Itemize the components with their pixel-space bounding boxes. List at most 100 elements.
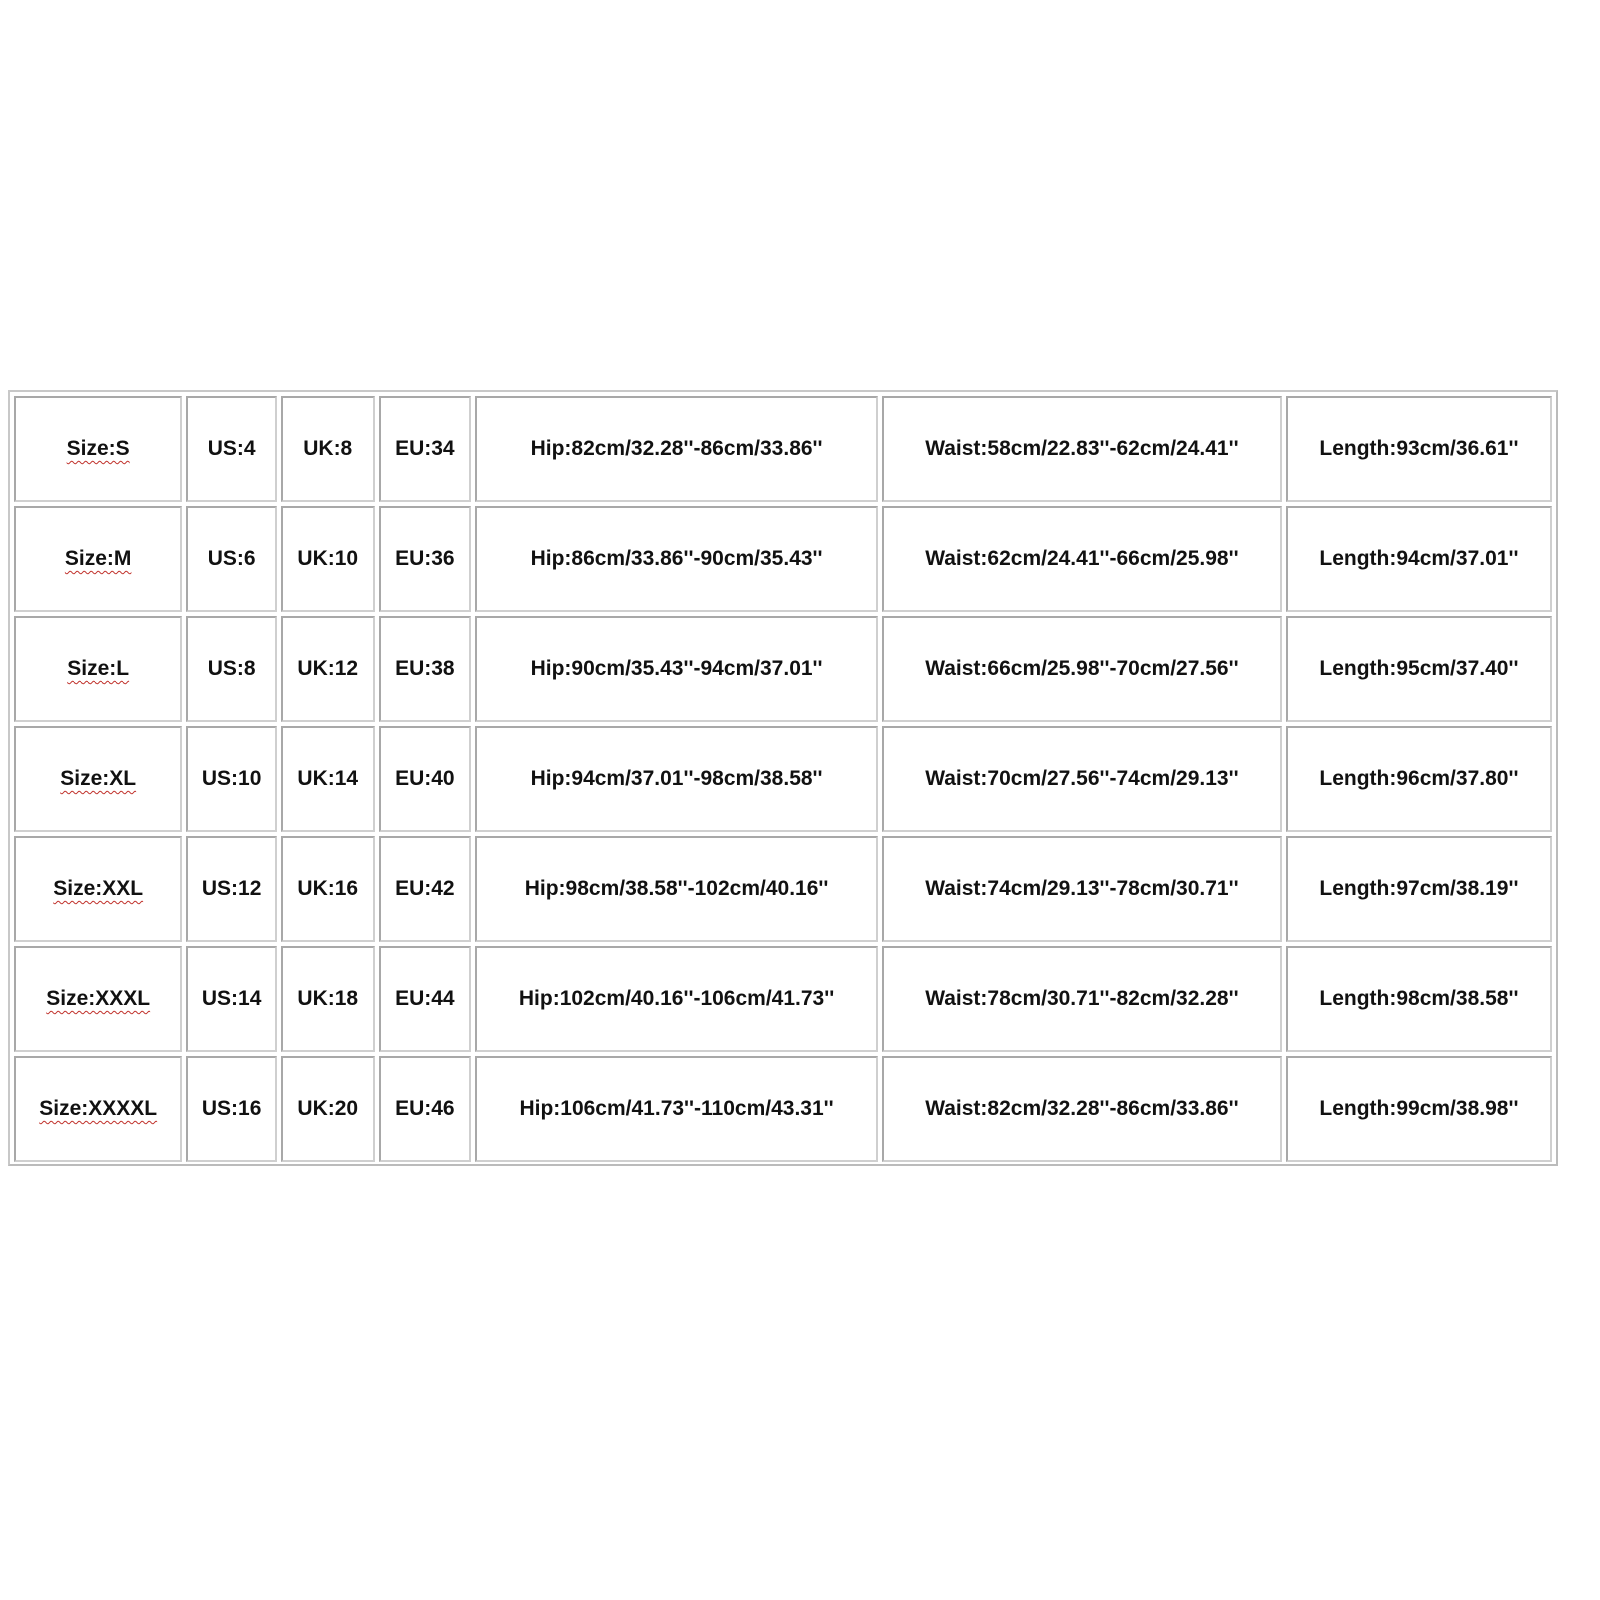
waist-value: Waist:70cm/27.56''-74cm/29.13'' xyxy=(925,767,1239,790)
eu-size-cell: EU:46 xyxy=(378,1056,472,1162)
table-row: Size:XXXL US:14 UK:18 EU:44 Hip:102cm/40.16'… xyxy=(14,946,1552,1052)
us-size-value: US:6 xyxy=(207,547,256,570)
size-cell: Size:XXL xyxy=(14,836,183,942)
length-value: Length:93cm/36.61'' xyxy=(1319,437,1519,460)
size-value: Size:XL xyxy=(60,767,137,790)
us-size-cell: US:4 xyxy=(186,396,277,502)
waist-cell: Waist:58cm/22.83''-62cm/24.41'' xyxy=(881,396,1282,502)
uk-size-value: UK:18 xyxy=(297,987,359,1010)
length-value: Length:98cm/38.58'' xyxy=(1319,987,1519,1010)
hip-cell: Hip:90cm/35.43''-94cm/37.01'' xyxy=(475,616,878,722)
waist-cell: Waist:70cm/27.56''-74cm/29.13'' xyxy=(881,726,1282,832)
eu-size-value: EU:46 xyxy=(395,1097,455,1120)
size-cell: Size:S xyxy=(14,396,183,502)
us-size-cell: US:10 xyxy=(186,726,277,832)
eu-size-cell: EU:42 xyxy=(378,836,472,942)
length-value: Length:99cm/38.98'' xyxy=(1319,1097,1519,1120)
size-value: Size:XXL xyxy=(53,877,144,900)
eu-size-cell: EU:36 xyxy=(378,506,472,612)
us-size-cell: US:16 xyxy=(186,1056,277,1162)
length-cell: Length:96cm/37.80'' xyxy=(1285,726,1552,832)
hip-cell: Hip:102cm/40.16''-106cm/41.73'' xyxy=(475,946,878,1052)
waist-value: Waist:78cm/30.71''-82cm/32.28'' xyxy=(925,987,1239,1010)
size-value: Size:M xyxy=(64,547,132,570)
uk-size-cell: UK:20 xyxy=(280,1056,375,1162)
us-size-cell: US:14 xyxy=(186,946,277,1052)
table-row: Size:L US:8 UK:12 EU:38 Hip:90cm/35.43''-94c… xyxy=(14,616,1552,722)
eu-size-value: EU:34 xyxy=(395,437,455,460)
hip-value: Hip:82cm/32.28''-86cm/33.86'' xyxy=(530,437,823,460)
waist-cell: Waist:62cm/24.41''-66cm/25.98'' xyxy=(881,506,1282,612)
us-size-value: US:4 xyxy=(207,437,256,460)
us-size-value: US:8 xyxy=(207,657,256,680)
size-table: Size:S US:4 UK:8 EU:34 Hip:82cm/32.28''-86cm… xyxy=(10,392,1556,1166)
eu-size-cell: EU:44 xyxy=(378,946,472,1052)
length-cell: Length:98cm/38.58'' xyxy=(1285,946,1552,1052)
table-row: Size:XXXXL US:16 UK:20 EU:46 Hip:106cm/41.73… xyxy=(14,1056,1552,1162)
size-value: Size:L xyxy=(67,657,130,680)
us-size-value: US:14 xyxy=(201,987,262,1010)
waist-cell: Waist:66cm/25.98''-70cm/27.56'' xyxy=(881,616,1282,722)
uk-size-cell: UK:14 xyxy=(280,726,375,832)
size-cell: Size:XL xyxy=(14,726,183,832)
size-chart: Size:S US:4 UK:8 EU:34 Hip:82cm/32.28''-86cm… xyxy=(8,390,1558,1166)
hip-cell: Hip:82cm/32.28''-86cm/33.86'' xyxy=(475,396,878,502)
length-value: Length:97cm/38.19'' xyxy=(1319,877,1519,900)
table-row: Size:S US:4 UK:8 EU:34 Hip:82cm/32.28''-86cm… xyxy=(14,396,1552,502)
hip-cell: Hip:106cm/41.73''-110cm/43.31'' xyxy=(475,1056,878,1162)
hip-value: Hip:94cm/37.01''-98cm/38.58'' xyxy=(530,767,823,790)
us-size-value: US:12 xyxy=(201,877,262,900)
hip-value: Hip:106cm/41.73''-110cm/43.31'' xyxy=(519,1097,834,1120)
length-cell: Length:97cm/38.19'' xyxy=(1285,836,1552,942)
eu-size-value: EU:36 xyxy=(395,547,455,570)
waist-value: Waist:74cm/29.13''-78cm/30.71'' xyxy=(925,877,1239,900)
hip-value: Hip:102cm/40.16''-106cm/41.73'' xyxy=(518,987,835,1010)
waist-value: Waist:82cm/32.28''-86cm/33.86'' xyxy=(925,1097,1239,1120)
size-cell: Size:L xyxy=(14,616,183,722)
length-cell: Length:95cm/37.40'' xyxy=(1285,616,1552,722)
uk-size-cell: UK:18 xyxy=(280,946,375,1052)
eu-size-value: EU:40 xyxy=(395,767,455,790)
size-value: Size:S xyxy=(66,437,130,460)
length-cell: Length:99cm/38.98'' xyxy=(1285,1056,1552,1162)
us-size-cell: US:8 xyxy=(186,616,277,722)
waist-cell: Waist:74cm/29.13''-78cm/30.71'' xyxy=(881,836,1282,942)
table-row: Size:M US:6 UK:10 EU:36 Hip:86cm/33.86''-90c… xyxy=(14,506,1552,612)
eu-size-cell: EU:34 xyxy=(378,396,472,502)
uk-size-value: UK:8 xyxy=(303,437,353,460)
table-row: Size:XL US:10 UK:14 EU:40 Hip:94cm/37.01''-9… xyxy=(14,726,1552,832)
uk-size-cell: UK:10 xyxy=(280,506,375,612)
size-cell: Size:XXXL xyxy=(14,946,183,1052)
uk-size-cell: UK:12 xyxy=(280,616,375,722)
waist-value: Waist:66cm/25.98''-70cm/27.56'' xyxy=(925,657,1239,680)
eu-size-value: EU:38 xyxy=(395,657,455,680)
length-value: Length:96cm/37.80'' xyxy=(1319,767,1519,790)
us-size-value: US:16 xyxy=(201,1097,262,1120)
waist-value: Waist:58cm/22.83''-62cm/24.41'' xyxy=(925,437,1239,460)
hip-cell: Hip:94cm/37.01''-98cm/38.58'' xyxy=(475,726,878,832)
eu-size-value: EU:42 xyxy=(395,877,455,900)
length-value: Length:95cm/37.40'' xyxy=(1319,657,1519,680)
hip-cell: Hip:86cm/33.86''-90cm/35.43'' xyxy=(475,506,878,612)
size-cell: Size:XXXXL xyxy=(14,1056,183,1162)
size-value: Size:XXXL xyxy=(46,987,151,1010)
size-cell: Size:M xyxy=(14,506,183,612)
uk-size-value: UK:12 xyxy=(297,657,359,680)
us-size-cell: US:6 xyxy=(186,506,277,612)
us-size-cell: US:12 xyxy=(186,836,277,942)
uk-size-cell: UK:16 xyxy=(280,836,375,942)
us-size-value: US:10 xyxy=(201,767,262,790)
size-value: Size:XXXXL xyxy=(39,1097,158,1120)
uk-size-value: UK:20 xyxy=(297,1097,359,1120)
hip-value: Hip:90cm/35.43''-94cm/37.01'' xyxy=(530,657,823,680)
uk-size-value: UK:14 xyxy=(297,767,359,790)
length-value: Length:94cm/37.01'' xyxy=(1319,547,1519,570)
uk-size-cell: UK:8 xyxy=(280,396,375,502)
waist-cell: Waist:82cm/32.28''-86cm/33.86'' xyxy=(881,1056,1282,1162)
hip-cell: Hip:98cm/38.58''-102cm/40.16'' xyxy=(475,836,878,942)
uk-size-value: UK:10 xyxy=(297,547,359,570)
uk-size-value: UK:16 xyxy=(297,877,359,900)
waist-value: Waist:62cm/24.41''-66cm/25.98'' xyxy=(925,547,1239,570)
eu-size-value: EU:44 xyxy=(395,987,455,1010)
eu-size-cell: EU:40 xyxy=(378,726,472,832)
